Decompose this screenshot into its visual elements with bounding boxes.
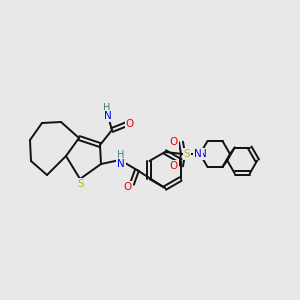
Text: N: N [194, 149, 202, 159]
Text: S: S [78, 179, 84, 189]
Text: O: O [170, 137, 178, 147]
Text: O: O [124, 182, 132, 192]
Text: H: H [117, 150, 125, 160]
Text: N: N [104, 111, 112, 121]
Text: N: N [117, 159, 125, 169]
Text: S: S [184, 149, 190, 159]
Text: H: H [103, 103, 111, 113]
Text: N: N [199, 149, 207, 159]
Text: O: O [126, 119, 134, 129]
Text: O: O [170, 161, 178, 171]
